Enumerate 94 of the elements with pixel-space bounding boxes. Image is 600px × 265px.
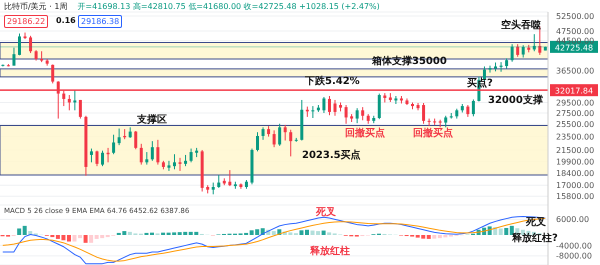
candlestick (262, 126, 265, 140)
chart-subtitle: 开=41698.13 高=42810.75 低=41680.00 收=42725.48 +1028.15 (+2.47%) (77, 2, 380, 11)
candlestick (18, 33, 21, 56)
candlestick (510, 44, 514, 62)
ref-line-label: 42725.48 (554, 43, 594, 52)
candlestick (101, 150, 104, 167)
candlestick (112, 134, 116, 155)
candlestick (90, 148, 93, 163)
annotation: 死叉 (316, 207, 336, 218)
candlestick (272, 130, 276, 148)
candlestick (145, 152, 148, 166)
y-tick-label: 17000.00 (556, 181, 594, 190)
y-tick-label: -4000.00 (556, 241, 592, 250)
y-tick-label: 23500.00 (556, 132, 594, 142)
candlestick (383, 92, 386, 103)
candlestick (184, 154, 188, 167)
candlestick (190, 148, 193, 163)
candlestick (366, 114, 370, 124)
candlestick (73, 90, 76, 111)
annotation: 释放红柱? (512, 233, 558, 244)
candlestick (150, 140, 154, 162)
bar (84, 235, 88, 243)
candlestick (472, 98, 475, 117)
candlestick (422, 102, 426, 124)
annotation: 死叉 (526, 217, 546, 228)
candlestick (344, 104, 348, 124)
candlestick (128, 126, 132, 138)
chart-title: 比特币/美元 · 1周 (4, 2, 68, 11)
candlestick (29, 35, 32, 54)
candlestick (68, 94, 71, 111)
candlestick (444, 115, 448, 128)
candlestick (356, 108, 359, 124)
candlestick (334, 99, 337, 116)
annotation: 29186.38 (78, 15, 122, 28)
annotation: 下跌5.42% (305, 76, 360, 87)
candlestick (278, 123, 282, 146)
annotation: 空头吞噬 (501, 20, 541, 31)
y-tick-label: 47500.00 (556, 26, 594, 36)
y-tick-label: 36500.00 (556, 66, 594, 76)
candlestick (361, 106, 364, 121)
candlestick (284, 124, 287, 141)
candlestick (212, 182, 215, 195)
annotation: 29186.22 (4, 15, 48, 28)
ref-line-label: 32017.84 (554, 86, 594, 96)
y-tick-label: 19900.00 (556, 157, 594, 166)
candlestick (516, 44, 520, 58)
candlestick (328, 96, 331, 116)
y-tick-label: 25500.00 (556, 120, 594, 130)
candlestick (78, 99, 82, 120)
y-tick-label: 15800.00 (556, 192, 594, 202)
candlestick (156, 139, 160, 166)
candlestick (195, 147, 198, 158)
annotation: 箱体支撑35000 (372, 56, 447, 67)
candlestick (140, 143, 143, 166)
candlestick (256, 132, 260, 152)
candlestick (289, 129, 292, 157)
y-tick-label: 52500.00 (556, 12, 594, 21)
candlestick (228, 170, 232, 187)
candlestick (306, 106, 309, 118)
candlestick (500, 62, 503, 72)
candlestick (378, 93, 381, 120)
candlestick (178, 157, 182, 172)
y-tick-label: 21500.00 (556, 146, 594, 155)
candlestick (466, 104, 470, 118)
candlestick (455, 108, 458, 120)
candlestick (522, 44, 525, 58)
bar (426, 235, 431, 239)
annotation: 回撤买点 (413, 128, 453, 139)
y-tick-label: 18400.00 (556, 169, 594, 178)
y-tick-label: -8000.00 (556, 252, 592, 261)
candlestick (532, 34, 536, 52)
y-tick-label: 27500.00 (556, 108, 594, 118)
candlestick (12, 47, 16, 66)
candlestick (134, 130, 138, 150)
candlestick (172, 154, 176, 170)
annotation: 2023.5买点 (302, 150, 361, 161)
candlestick (34, 50, 38, 62)
annotation: 回撤买点 (345, 128, 385, 139)
annotation: 释放红柱 (310, 246, 350, 257)
candlestick (267, 126, 270, 138)
y-tick-label: 6000.00 (556, 215, 590, 224)
band-label: 支撑区 (136, 114, 167, 126)
candlestick (95, 150, 98, 167)
candlestick (118, 128, 121, 146)
candlestick (51, 64, 54, 84)
candlestick (505, 58, 508, 69)
y-tick-label: 29500.00 (556, 98, 594, 108)
bar (322, 230, 326, 235)
annotation: 0.16 (56, 15, 76, 26)
candlestick (311, 106, 314, 119)
annotation: 32000支撑 (488, 95, 543, 106)
candlestick (217, 174, 220, 188)
candlestick (40, 50, 44, 63)
candlestick (322, 96, 326, 114)
